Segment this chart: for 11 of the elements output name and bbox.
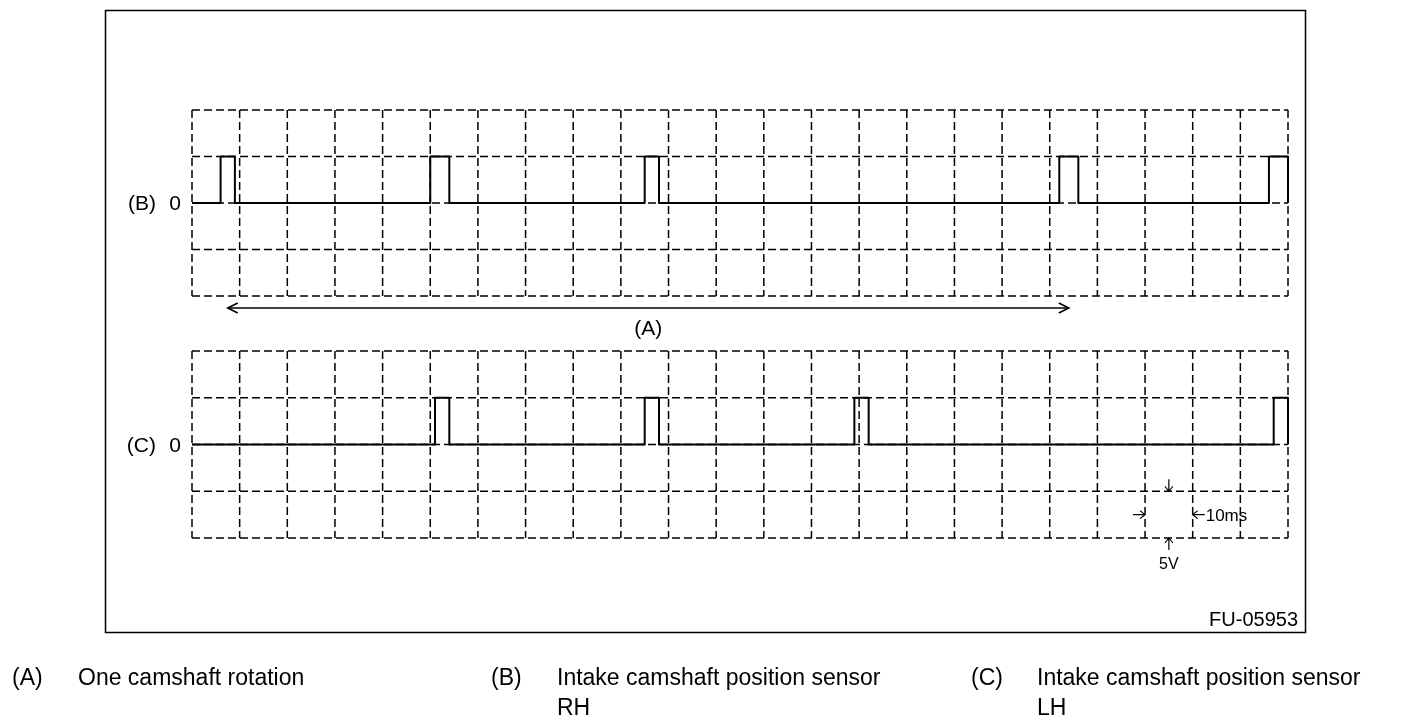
text: 0 <box>169 191 181 215</box>
y-axis-title: (C) <box>126 432 156 456</box>
text: (B) Intake camshaft position sensor RH <box>491 664 881 720</box>
text: 0 <box>169 432 181 456</box>
text: (C) Intake camshaft position sensor LH <box>971 664 1361 720</box>
text: 10ms <box>1205 505 1248 525</box>
text: 5V <box>1159 554 1179 572</box>
text: (A) <box>634 316 663 339</box>
text: FU-05953 <box>1209 608 1298 630</box>
text: (A) One camshaft rotation <box>12 664 305 690</box>
y-axis-title: (B) <box>128 191 156 215</box>
